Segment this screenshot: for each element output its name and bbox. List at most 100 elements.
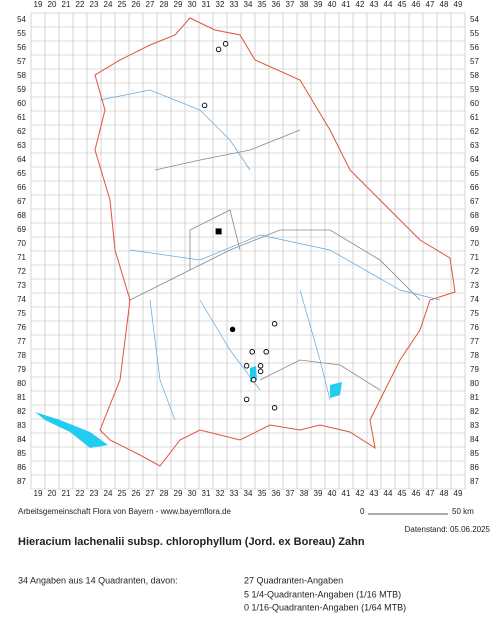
row-label: 78	[470, 351, 479, 360]
row-label: 76	[470, 323, 479, 332]
column-label: 47	[426, 0, 435, 9]
column-label: 32	[216, 489, 225, 498]
column-label: 28	[160, 0, 169, 9]
point	[201, 102, 208, 109]
district-border	[129, 129, 421, 391]
row-label: 57	[470, 57, 479, 66]
summary: 34 Angaben aus 14 Quadranten, davon:	[18, 575, 178, 585]
column-label: 31	[202, 0, 211, 9]
row-label: 60	[470, 99, 479, 108]
row-label: 63	[17, 141, 26, 150]
stat: 27 Quadranten-Angaben	[244, 575, 343, 585]
row-label: 85	[470, 449, 479, 458]
point	[250, 377, 257, 383]
column-label: 26	[132, 489, 141, 498]
row-label: 58	[470, 71, 479, 80]
row-label: 58	[17, 71, 26, 80]
column-label: 40	[328, 0, 337, 9]
column-label: 46	[412, 0, 421, 9]
title: Hieracium lachenalii subsp. chlorophyllu…	[18, 536, 365, 548]
point	[257, 363, 264, 369]
row-label: 81	[470, 393, 479, 402]
column-label: 38	[300, 0, 309, 9]
column-label: 42	[356, 489, 365, 498]
stat: 5 1/4-Quadranten-Angaben (1/16 MTB)	[244, 589, 401, 599]
column-label: 46	[412, 489, 421, 498]
row-label: 78	[17, 351, 26, 360]
row-label: 59	[470, 85, 479, 94]
row-label: 64	[17, 155, 26, 164]
row-label: 81	[17, 393, 26, 402]
row-label: 54	[17, 15, 26, 24]
column-label: 20	[48, 0, 57, 9]
column-label: 23	[90, 489, 99, 498]
row-label: 83	[17, 421, 26, 430]
row-label: 70	[17, 239, 26, 248]
column-label: 49	[454, 0, 463, 9]
row-label: 74	[17, 295, 26, 304]
column-label: 44	[384, 489, 393, 498]
point	[263, 349, 269, 355]
scale-start: 0	[360, 507, 365, 516]
stat: 0 1/16-Quadranten-Angaben (1/64 MTB)	[244, 602, 406, 612]
row-label: 55	[470, 29, 479, 38]
row-label: 56	[17, 43, 26, 52]
row-label: 73	[470, 281, 479, 290]
column-label: 28	[160, 489, 169, 498]
row-label: 67	[470, 197, 479, 206]
row-label: 75	[17, 309, 26, 318]
row-label: 79	[470, 365, 479, 374]
row-label: 80	[470, 379, 479, 388]
column-label: 19	[34, 0, 43, 9]
row-label: 87	[470, 477, 479, 486]
row-label: 71	[470, 253, 479, 262]
row-label: 75	[470, 309, 479, 318]
point	[243, 396, 250, 403]
point	[271, 405, 278, 411]
row-label: 85	[17, 449, 26, 458]
row-label: 77	[17, 337, 26, 346]
row-label: 65	[470, 169, 479, 178]
point	[222, 41, 229, 47]
row-label: 66	[470, 183, 479, 192]
column-label: 24	[104, 489, 113, 498]
row-label: 55	[17, 29, 26, 38]
row-label: 72	[470, 267, 479, 276]
lake	[35, 412, 108, 448]
credit: Arbeitsgemeinschaft Flora von Bayern - w…	[18, 507, 232, 516]
column-label: 40	[328, 489, 337, 498]
lake	[330, 382, 342, 398]
column-label: 34	[244, 489, 253, 498]
column-label: 45	[398, 489, 407, 498]
column-label: 31	[202, 489, 211, 498]
column-label: 27	[146, 0, 155, 9]
column-label: 34	[244, 0, 253, 9]
column-label: 43	[370, 489, 379, 498]
row-label: 63	[470, 141, 479, 150]
row-label: 72	[17, 267, 26, 276]
point	[257, 368, 264, 375]
column-label: 25	[118, 0, 127, 9]
column-label: 21	[62, 0, 71, 9]
row-label: 59	[17, 85, 26, 94]
row-label: 69	[470, 225, 479, 234]
column-label: 33	[230, 489, 239, 498]
point	[229, 326, 236, 333]
row-label: 74	[470, 295, 479, 304]
points	[201, 41, 278, 411]
state-border	[94, 17, 456, 467]
column-label: 22	[76, 0, 85, 9]
row-label: 68	[470, 211, 479, 220]
column-label: 33	[230, 0, 239, 9]
column-label: 47	[426, 489, 435, 498]
column-label: 36	[272, 0, 281, 9]
row-label: 76	[17, 323, 26, 332]
column-label: 38	[300, 489, 309, 498]
row-label: 65	[17, 169, 26, 178]
column-label: 24	[104, 0, 113, 9]
row-label: 77	[470, 337, 479, 346]
row-label: 69	[17, 225, 26, 234]
row-label: 71	[17, 253, 26, 262]
